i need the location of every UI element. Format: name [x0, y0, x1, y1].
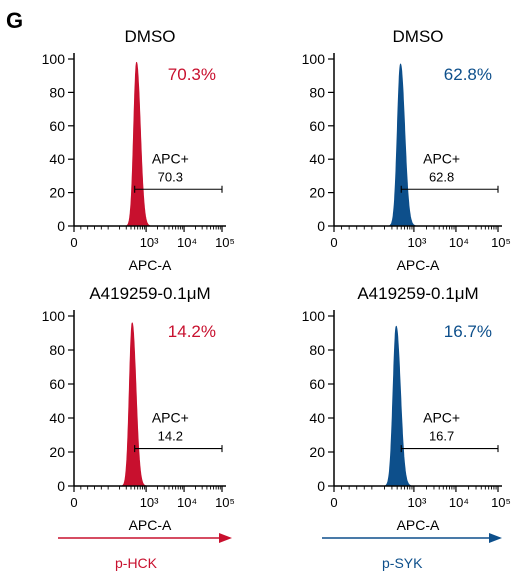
x-tick-label: 10³	[407, 495, 426, 510]
y-tick-label: 60	[309, 376, 325, 392]
y-tick-label: 20	[309, 185, 325, 201]
x-tick-label: 10⁴	[449, 235, 469, 250]
x-tick-label: 10⁴	[449, 495, 469, 510]
gate-name: APC+	[152, 410, 189, 426]
marker-arrow: p-SYK	[322, 533, 502, 571]
marker-arrow: p-HCK	[58, 533, 232, 571]
y-tick-label: 40	[49, 410, 65, 426]
y-tick-label: 0	[317, 478, 325, 494]
x-axis-label: APC-A	[129, 517, 172, 533]
x-tick-label: 0	[330, 495, 337, 510]
gate-name: APC+	[423, 150, 460, 166]
x-tick-label: 0	[70, 495, 77, 510]
y-tick-label: 60	[49, 118, 65, 134]
arrow-label: p-HCK	[115, 555, 158, 571]
y-tick-label: 0	[57, 218, 65, 234]
x-tick-label: 10³	[407, 235, 426, 250]
histogram-panel: A419259-0.1μM 0 20 40 60 80 100 0 10³ 10⁴ 10⁵ APC-A…	[302, 284, 511, 533]
histogram-area	[384, 325, 412, 487]
x-tick-label: 10⁵	[491, 495, 511, 510]
x-tick-label: 10³	[140, 495, 159, 510]
marker-arrows: p-HCK p-SYK	[58, 533, 502, 571]
gate-value: 16.7	[429, 429, 454, 444]
arrow-head	[219, 533, 232, 543]
x-tick-label: 10⁵	[215, 235, 235, 250]
x-axis-label: APC-A	[397, 517, 440, 533]
y-tick-label: 20	[49, 444, 65, 460]
histogram-panels: DMSO 0 20 40 60 80 100 0 10³ 10⁴ 10⁵ APC-A 70.3% APC+…	[42, 27, 511, 533]
percent-label: 62.8%	[444, 65, 492, 84]
x-tick-label: 10⁴	[177, 235, 197, 250]
y-tick-label: 40	[309, 410, 325, 426]
x-tick-label: 0	[330, 235, 337, 250]
x-tick-label: 10³	[140, 235, 159, 250]
y-tick-label: 20	[309, 444, 325, 460]
panel-title: A419259-0.1μM	[89, 284, 210, 303]
panel-title: DMSO	[393, 27, 444, 46]
y-tick-label: 100	[302, 308, 326, 324]
gate-value: 62.8	[429, 169, 454, 184]
percent-label: 16.7%	[444, 322, 492, 341]
y-tick-label: 40	[49, 151, 65, 167]
y-tick-label: 100	[302, 51, 326, 67]
arrow-label: p-SYK	[382, 555, 423, 571]
histogram-area	[121, 322, 146, 487]
gate-name: APC+	[152, 150, 189, 166]
panel-title: DMSO	[125, 27, 176, 46]
arrow-head	[489, 533, 502, 543]
y-tick-label: 60	[49, 376, 65, 392]
percent-label: 14.2%	[168, 322, 216, 341]
x-tick-label: 10⁴	[177, 495, 197, 510]
histogram-panel: DMSO 0 20 40 60 80 100 0 10³ 10⁴ 10⁵ APC-A 70.3% APC+…	[42, 27, 235, 273]
x-tick-label: 0	[70, 235, 77, 250]
x-tick-label: 10⁵	[491, 235, 511, 250]
histogram-panel: DMSO 0 20 40 60 80 100 0 10³ 10⁴ 10⁵ APC-A 62.8% APC+…	[302, 27, 511, 273]
panel-letter: G	[6, 8, 23, 33]
histogram-area	[389, 63, 416, 227]
histogram-area	[126, 61, 151, 227]
y-tick-label: 80	[309, 84, 325, 100]
histogram-panel: A419259-0.1μM 0 20 40 60 80 100 0 10³ 10⁴ 10⁵ APC-A…	[42, 284, 235, 533]
x-axis-label: APC-A	[129, 257, 172, 273]
y-tick-label: 0	[317, 218, 325, 234]
y-tick-label: 60	[309, 118, 325, 134]
y-tick-label: 100	[42, 308, 66, 324]
panel-title: A419259-0.1μM	[357, 284, 478, 303]
gate-value: 70.3	[158, 169, 183, 184]
gate-name: APC+	[423, 410, 460, 426]
gate-value: 14.2	[158, 429, 183, 444]
y-tick-label: 40	[309, 151, 325, 167]
y-tick-label: 80	[49, 342, 65, 358]
y-tick-label: 0	[57, 478, 65, 494]
y-tick-label: 80	[309, 342, 325, 358]
y-tick-label: 100	[42, 51, 66, 67]
x-axis-label: APC-A	[397, 257, 440, 273]
x-tick-label: 10⁵	[215, 495, 235, 510]
y-tick-label: 80	[49, 84, 65, 100]
percent-label: 70.3%	[168, 65, 216, 84]
y-tick-label: 20	[49, 185, 65, 201]
